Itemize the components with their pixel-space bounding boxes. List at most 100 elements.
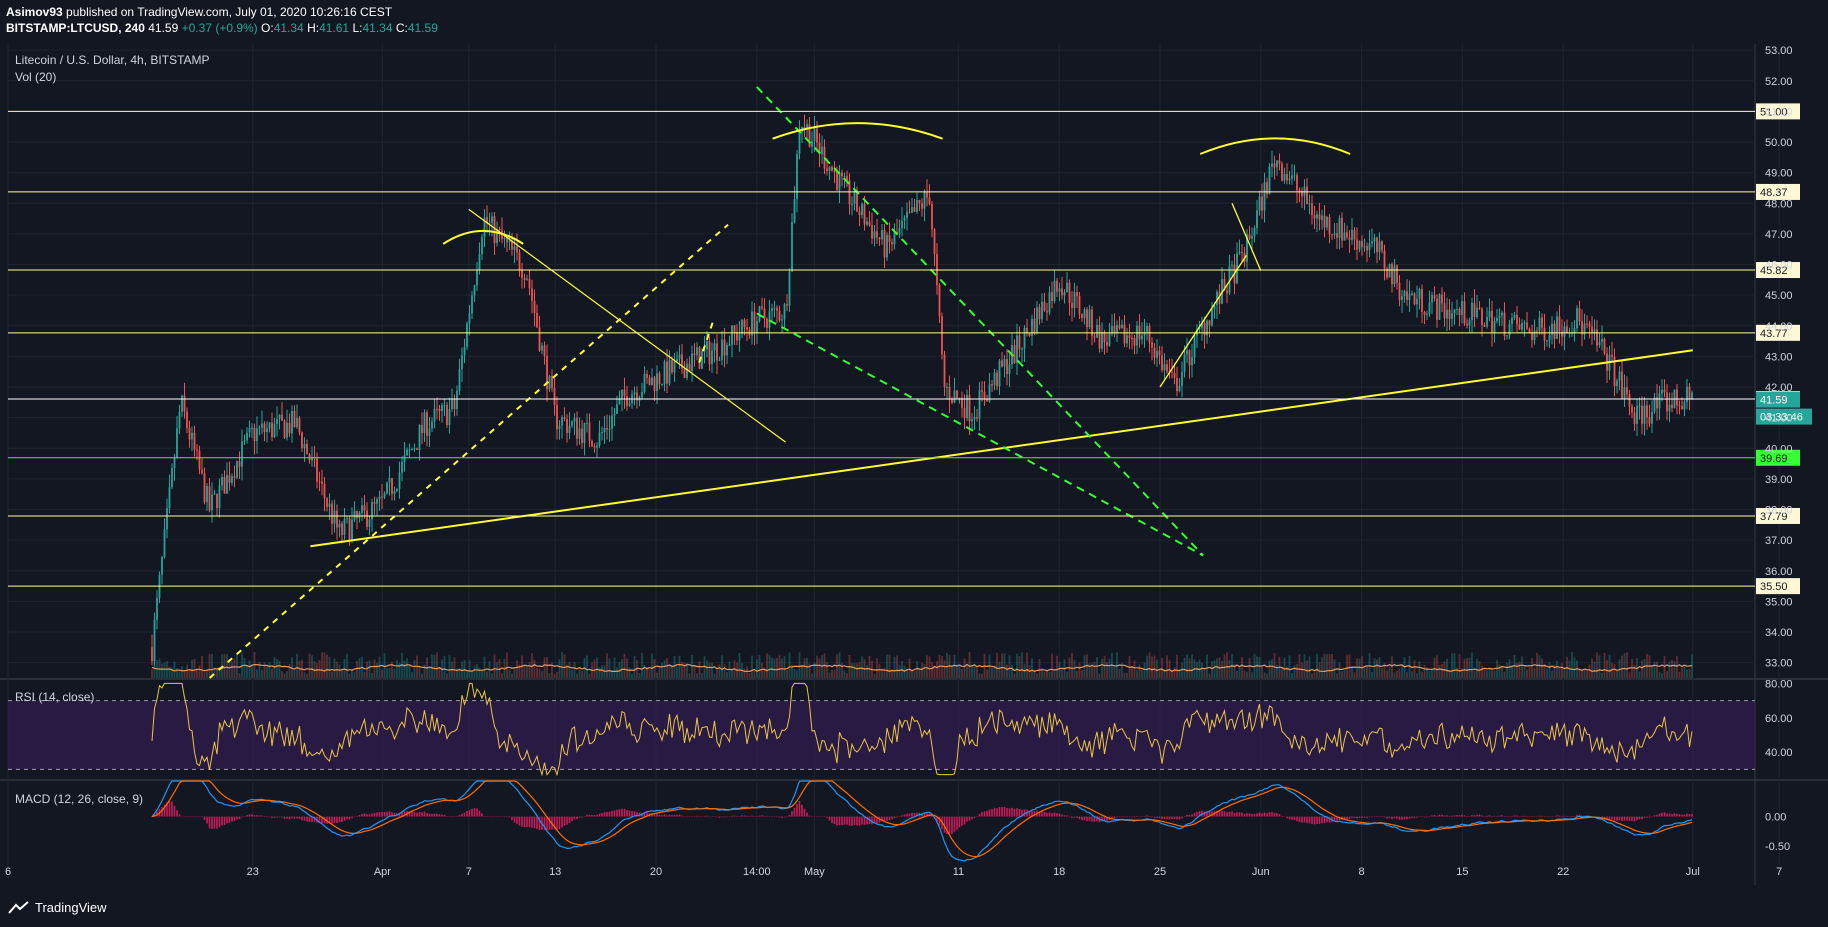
candle-body — [1156, 350, 1158, 358]
candle-body — [1131, 337, 1133, 339]
candle-body — [908, 211, 911, 213]
candle-body — [766, 318, 768, 328]
candle-body — [1301, 190, 1303, 197]
volume-bar — [1396, 670, 1398, 678]
candle-body — [431, 421, 433, 429]
candle-body — [1611, 354, 1613, 357]
candle-body — [186, 411, 188, 429]
candle-body — [1191, 357, 1193, 366]
volume-bar — [306, 673, 308, 678]
candle-body — [356, 510, 358, 518]
macd-histogram-bar — [216, 816, 218, 829]
candle-body — [1431, 295, 1433, 303]
candle-body — [1596, 329, 1598, 346]
macd-histogram-bar — [298, 816, 301, 820]
volume-bar — [853, 663, 856, 678]
volume-bar — [1351, 666, 1353, 678]
candle-body — [776, 307, 778, 311]
macd-histogram-bar — [1431, 815, 1433, 817]
candle-body — [503, 237, 506, 239]
candle-body — [1306, 186, 1308, 205]
candle-body — [761, 306, 763, 309]
candle-body — [443, 405, 446, 407]
volume-bar — [1508, 659, 1511, 678]
candle-body — [221, 477, 223, 486]
macd-histogram-bar — [633, 811, 636, 817]
volume-bar — [511, 673, 513, 678]
candle-body — [271, 422, 273, 438]
macd-histogram-bar — [991, 808, 993, 817]
macd-histogram-bar — [313, 816, 316, 822]
volume-bar — [688, 673, 691, 678]
macd-histogram-bar — [526, 816, 528, 828]
x-tick-label: 18 — [1053, 866, 1065, 878]
volume-bar — [686, 663, 688, 678]
volume-bar — [613, 657, 616, 678]
candle-body — [916, 200, 918, 212]
volume-bar — [1473, 670, 1476, 678]
brand-name: TradingView — [35, 900, 107, 915]
candle-body — [351, 519, 353, 541]
candle-body — [1091, 309, 1093, 337]
macd-histogram-bar — [1356, 816, 1358, 819]
candle-body — [923, 191, 926, 209]
macd-histogram-bar — [296, 816, 298, 819]
candle-body — [1101, 332, 1103, 349]
volume-bar — [711, 662, 713, 678]
candle-body — [1688, 386, 1691, 400]
candle-body — [293, 411, 296, 427]
candle-body — [1533, 330, 1536, 340]
candle-body — [1546, 340, 1548, 342]
macd-histogram-bar — [586, 814, 588, 817]
macd-histogram-bar — [1251, 813, 1253, 817]
ohlc-open-label: O: — [261, 21, 274, 35]
volume-bar — [1416, 673, 1418, 678]
candle-body — [726, 345, 728, 356]
macd-histogram-bar — [1298, 816, 1301, 822]
volume-bar — [1383, 663, 1386, 678]
volume-bar — [558, 659, 561, 678]
candle-body — [1523, 322, 1526, 324]
macd-histogram-bar — [1186, 814, 1188, 817]
macd-histogram-bar — [1191, 814, 1193, 817]
volume-bar — [1423, 664, 1426, 678]
volume-bar — [478, 667, 481, 678]
volume-bar — [958, 664, 961, 678]
candle-body — [681, 354, 683, 369]
macd-histogram-bar — [1181, 816, 1183, 819]
macd-histogram-bar — [996, 808, 998, 817]
macd-histogram-bar — [953, 816, 956, 832]
macd-histogram-bar — [1253, 813, 1256, 817]
volume-bar — [1386, 670, 1388, 678]
macd-histogram-bar — [1126, 816, 1128, 818]
candle-body — [1371, 241, 1373, 244]
macd-histogram-bar — [481, 813, 483, 817]
y-tick-label: 43.00 — [1765, 351, 1793, 363]
volume-bar — [1113, 667, 1116, 678]
volume-bar — [1398, 668, 1401, 678]
candle-body — [391, 478, 393, 495]
candle-body — [226, 474, 228, 494]
volume-bars — [151, 652, 1693, 678]
macd-histogram-bar — [1633, 816, 1636, 822]
candle-body — [663, 361, 666, 385]
y-tick-label: 40.00 — [1765, 443, 1793, 455]
candle-body — [156, 597, 158, 620]
candle-body — [1508, 323, 1511, 336]
volume-bar — [1161, 657, 1163, 678]
volume-bar — [1331, 653, 1333, 678]
candle-body — [1268, 166, 1271, 195]
macd-histogram-bar — [1548, 816, 1551, 818]
candle-body — [418, 424, 421, 450]
candle-body — [1128, 335, 1131, 338]
author-name[interactable]: Asimov93 — [6, 5, 63, 19]
tradingview-logo[interactable]: TradingView — [8, 900, 107, 915]
candle-body — [1551, 323, 1553, 336]
macd-histogram-bar — [1218, 811, 1221, 817]
volume-bar — [1301, 662, 1303, 678]
y-tick-label: 50.00 — [1765, 137, 1793, 149]
macd-histogram-bar — [1118, 816, 1121, 818]
macd-histogram-bar — [1086, 816, 1088, 822]
macd-histogram-bar — [598, 813, 601, 817]
